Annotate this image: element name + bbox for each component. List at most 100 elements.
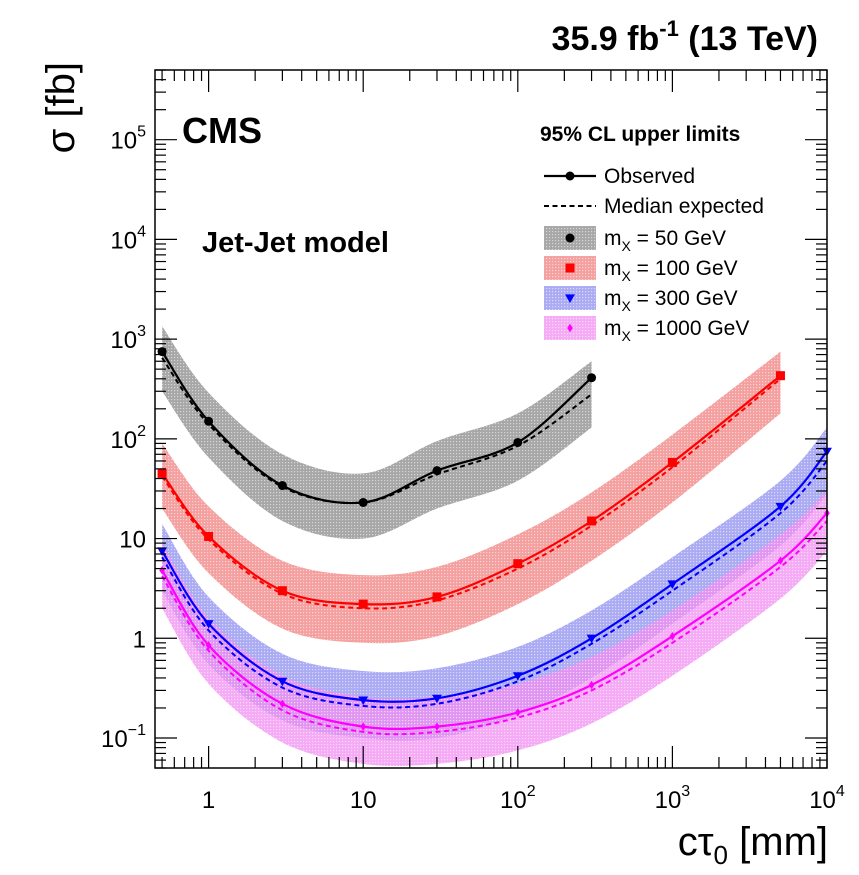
legend-100gev-label: mX = 100 GeV bbox=[604, 257, 738, 284]
legend-300gev-label-sub: X bbox=[622, 298, 632, 314]
series-50gev-band-texture bbox=[162, 326, 592, 539]
series-1000gev-point-1 bbox=[205, 641, 212, 650]
model-label: Jet-Jet model bbox=[202, 227, 389, 259]
series-1000gev-point-6 bbox=[588, 680, 595, 690]
series-300gev-point-1 bbox=[203, 620, 214, 629]
series-100gev-expected-line bbox=[161, 378, 782, 610]
x-tick-label-base: 10 bbox=[350, 787, 377, 814]
series-50gev-point-2 bbox=[277, 481, 287, 491]
series-100gev-point-7 bbox=[667, 457, 677, 467]
legend-100gev: mX = 100 GeV bbox=[544, 256, 738, 284]
series-1000gev-point-5 bbox=[515, 708, 521, 717]
legend-1000gev-label-sub: X bbox=[622, 328, 632, 344]
legend-expected: Median expected bbox=[544, 195, 764, 218]
series-300gev-point-5 bbox=[512, 672, 523, 681]
legend-1000gev-label: mX = 1000 GeV bbox=[604, 317, 749, 344]
legend-1000gev-label-rest: = 1000 GeV bbox=[631, 317, 750, 340]
x-tick-label-exp: 4 bbox=[836, 783, 845, 800]
series-100gev-point-4 bbox=[432, 592, 442, 602]
lumi-value: 35.9 fb bbox=[552, 20, 660, 58]
legend-expected-label: Median expected bbox=[604, 195, 764, 218]
legend-observed-marker bbox=[565, 171, 575, 181]
legend-300gev-label-rest: = 300 GeV bbox=[631, 287, 738, 310]
y-tick-label-exp: 2 bbox=[137, 423, 146, 440]
y-tick-label: 104 bbox=[110, 223, 146, 254]
series-300gev-point-3 bbox=[358, 696, 369, 706]
series-300gev-point-0 bbox=[157, 547, 168, 556]
energy-value: (13 TeV) bbox=[679, 20, 818, 58]
x-tick-label-base: 10 bbox=[500, 787, 527, 814]
lumi-exponent: -1 bbox=[659, 16, 679, 41]
x-axis-title-sub: 0 bbox=[714, 840, 728, 870]
legend-1000gev-label-m: m bbox=[604, 317, 622, 340]
legend: 95% CL upper limits Observed Median expe… bbox=[540, 123, 764, 344]
series-1000gev-point-3 bbox=[360, 722, 367, 731]
legend-50gev-marker bbox=[565, 233, 575, 243]
series-50gev-point-4 bbox=[432, 466, 442, 476]
series-100gev-point-0 bbox=[157, 468, 167, 478]
legend-50gev-label: mX = 50 GeV bbox=[604, 227, 726, 254]
y-tick-label-exp: 3 bbox=[137, 323, 146, 340]
x-tick-label: 10 bbox=[350, 787, 377, 814]
x-axis-title: cτ0 [mm] bbox=[678, 820, 828, 870]
x-tick-label: 104 bbox=[809, 783, 845, 814]
legend-300gev-label: mX = 300 GeV bbox=[604, 287, 738, 314]
x-tick-label: 103 bbox=[655, 783, 691, 814]
legend-300gev: mX = 300 GeV bbox=[544, 286, 738, 314]
x-tick-label-base: 1 bbox=[202, 787, 215, 814]
legend-50gev-label-rest: = 50 GeV bbox=[631, 227, 726, 250]
series-300gev-point-2 bbox=[277, 677, 288, 687]
y-tick-label-base: 1 bbox=[133, 626, 146, 653]
y-tick-label-base: 10 bbox=[119, 527, 146, 554]
legend-50gev-label-sub: X bbox=[622, 238, 632, 254]
series-100gev-point-8 bbox=[775, 371, 785, 381]
series-100gev-point-6 bbox=[587, 516, 597, 526]
legend-300gev-marker bbox=[565, 294, 575, 303]
x-tick-label-base: 10 bbox=[655, 787, 682, 814]
x-tick-label-exp: 2 bbox=[527, 783, 536, 800]
y-tick-label-base: 10 bbox=[110, 128, 137, 155]
series-1000gev-expected-line bbox=[161, 520, 828, 736]
legend-1000gev-marker bbox=[567, 323, 573, 333]
x-tick-label: 102 bbox=[500, 783, 536, 814]
y-tick-label: 10−1 bbox=[101, 722, 146, 753]
y-tick-label: 103 bbox=[110, 323, 146, 354]
x-tick-label-base: 10 bbox=[809, 787, 836, 814]
series-100gev-point-5 bbox=[513, 559, 523, 569]
series-1000gev-point-8 bbox=[777, 556, 784, 565]
y-tick-label-base: 10 bbox=[110, 327, 137, 354]
legend-title: 95% CL upper limits bbox=[540, 123, 740, 146]
series-100gev-observed-line bbox=[161, 374, 782, 606]
y-tick-label: 105 bbox=[110, 124, 146, 155]
series-50gev-point-6 bbox=[587, 373, 597, 383]
y-tick-label-base: 10 bbox=[110, 427, 137, 454]
legend-50gev-label-m: m bbox=[604, 227, 622, 250]
series-50gev-point-1 bbox=[204, 416, 214, 426]
series-300gev-point-7 bbox=[667, 580, 678, 589]
y-tick-label-exp: 5 bbox=[137, 124, 146, 141]
series-100gev-point-1 bbox=[204, 531, 214, 541]
x-tick-label-exp: 3 bbox=[681, 783, 690, 800]
series-100gev-point-3 bbox=[358, 599, 368, 609]
series-1000gev-band-texture bbox=[162, 491, 828, 767]
axis-ticks bbox=[155, 69, 828, 769]
series-50gev-point-5 bbox=[513, 437, 523, 447]
y-tick-label: 1 bbox=[133, 626, 146, 653]
series-1000gev-point-7 bbox=[669, 631, 676, 641]
legend-observed: Observed bbox=[544, 165, 695, 188]
series-50gev-point-3 bbox=[358, 497, 368, 507]
y-tick-label-base: 10 bbox=[110, 227, 137, 254]
legend-100gev-marker bbox=[565, 263, 575, 273]
legend-100gev-label-sub: X bbox=[622, 268, 632, 284]
series-300gev-point-4 bbox=[432, 694, 442, 704]
series-1000gev-observed-line bbox=[161, 512, 828, 731]
y-tick-label-exp: 4 bbox=[137, 223, 146, 240]
series-300gev-band-texture bbox=[162, 427, 828, 741]
legend-50gev: mX = 50 GeV bbox=[544, 226, 726, 254]
legend-300gev-label-m: m bbox=[604, 287, 622, 310]
series-100gev-point-2 bbox=[277, 586, 287, 596]
plot-frame bbox=[154, 69, 828, 769]
y-axis-title: σ [fb] bbox=[39, 62, 83, 153]
